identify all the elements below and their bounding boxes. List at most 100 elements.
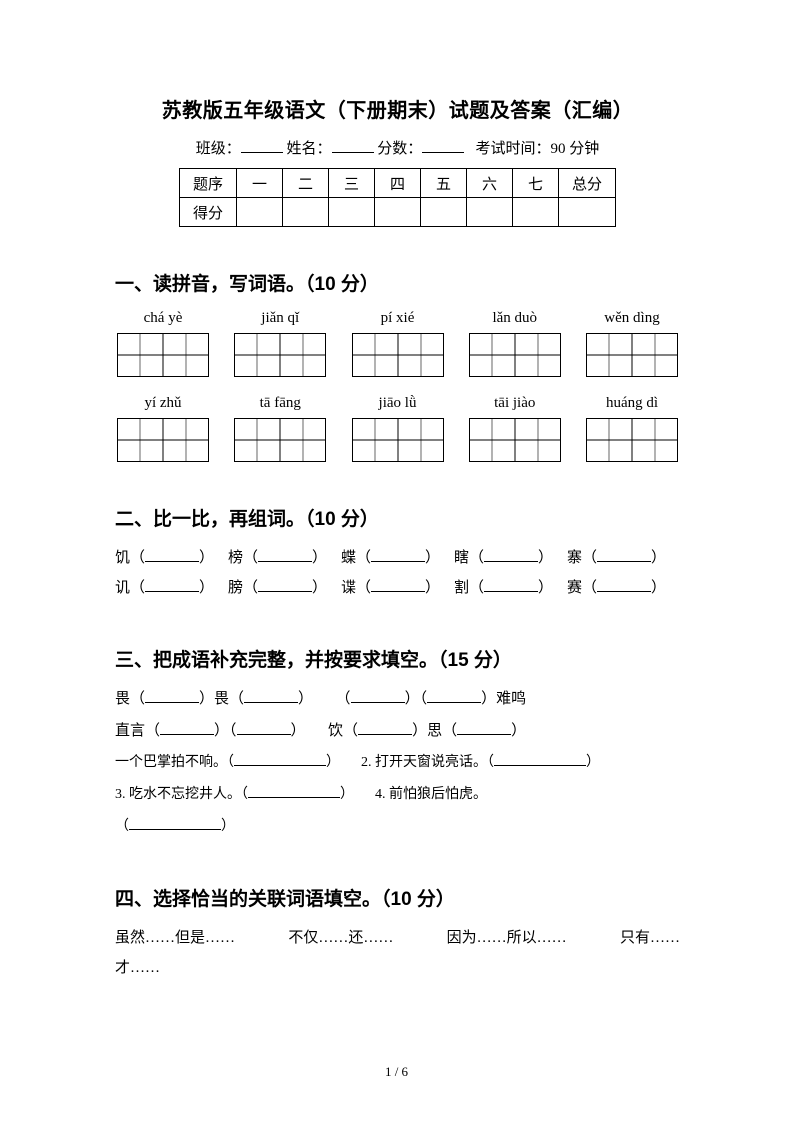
blank[interactable] — [234, 753, 326, 766]
pinyin-col: huáng dì — [584, 395, 680, 462]
col-2: 二 — [283, 169, 329, 198]
score-cell[interactable] — [283, 198, 329, 227]
char-box[interactable] — [352, 333, 444, 377]
word-row: 饥（）榜（）蝶（）瞎（）寨（） — [115, 543, 680, 573]
score-cell[interactable] — [329, 198, 375, 227]
text: ） — [340, 787, 354, 802]
blank[interactable] — [258, 549, 312, 562]
proverb-line-2: 3. 吃水不忘挖井人。（） 4. 前怕狼后怕虎。 — [115, 780, 680, 810]
blank[interactable] — [237, 722, 291, 735]
col-4: 四 — [375, 169, 421, 198]
info-line: 班级： 姓名： 分数： 考试时间：90 分钟 — [115, 137, 680, 158]
text: ） — [221, 819, 235, 834]
score-label: 分数： — [377, 141, 422, 157]
score-cell[interactable] — [375, 198, 421, 227]
page-footer: 1 / 6 — [0, 1064, 793, 1080]
pinyin-text: chá yè — [115, 310, 211, 327]
char-box[interactable] — [586, 418, 678, 462]
pinyin-text: tā fāng — [232, 395, 328, 412]
pinyin-col: tāi jiào — [467, 395, 563, 462]
blank[interactable] — [160, 722, 214, 735]
score-cell[interactable] — [467, 198, 513, 227]
score-cell[interactable] — [421, 198, 467, 227]
blank[interactable] — [484, 549, 538, 562]
char-box[interactable] — [234, 418, 326, 462]
text: （ — [115, 819, 129, 834]
idiom-line-1: 畏（）畏（） （）（）难鸣 — [115, 684, 680, 714]
text: ） — [586, 755, 600, 770]
char-box[interactable] — [469, 333, 561, 377]
word-cell: 蝶（） — [341, 543, 454, 573]
text: 一个巴掌拍不响。（ — [115, 755, 234, 770]
section-2-title: 二、比一比，再组词。（10 分） — [115, 504, 680, 531]
text: ） — [326, 755, 340, 770]
name-blank[interactable] — [332, 138, 374, 153]
blank[interactable] — [597, 579, 651, 592]
idiom-line-2: 直言（）（） 饮（）思（） — [115, 716, 680, 746]
blank[interactable] — [351, 690, 405, 703]
score-blank[interactable] — [422, 138, 464, 153]
text: 直言（ — [115, 723, 160, 739]
blank[interactable] — [427, 690, 481, 703]
word-cell: 割（） — [454, 573, 567, 603]
class-blank[interactable] — [241, 138, 283, 153]
pinyin-text: wěn dìng — [584, 310, 680, 327]
text: ） — [298, 691, 313, 707]
blank[interactable] — [597, 549, 651, 562]
pinyin-row: yí zhǔ tā fāng jiāo lǜ tāi jiào huáng dì — [115, 395, 680, 462]
conj-3: 因为……所以…… — [447, 923, 567, 953]
char-box[interactable] — [586, 333, 678, 377]
conj-4: 只有…… — [620, 923, 680, 953]
pinyin-col: tā fāng — [232, 395, 328, 462]
blank[interactable] — [145, 579, 199, 592]
char-box[interactable] — [117, 333, 209, 377]
blank[interactable] — [371, 579, 425, 592]
blank[interactable] — [145, 549, 199, 562]
score-row-label: 得分 — [180, 198, 237, 227]
pinyin-col: pí xié — [350, 310, 446, 377]
pinyin-col: jiǎn qǐ — [232, 310, 328, 377]
char-box[interactable] — [117, 418, 209, 462]
score-cell[interactable] — [559, 198, 616, 227]
char-box[interactable] — [234, 333, 326, 377]
blank[interactable] — [244, 690, 298, 703]
pinyin-text: pí xié — [350, 310, 446, 327]
text: ）畏（ — [199, 691, 244, 707]
text: 2. 打开天窗说亮话。（ — [361, 755, 494, 770]
conj-5: 才…… — [115, 960, 160, 976]
char-box[interactable] — [469, 418, 561, 462]
col-6: 六 — [467, 169, 513, 198]
pinyin-col: lǎn duò — [467, 310, 563, 377]
class-label: 班级： — [196, 141, 241, 157]
text: ） — [291, 723, 306, 739]
blank[interactable] — [457, 722, 511, 735]
table-row: 题序 一 二 三 四 五 六 七 总分 — [180, 169, 616, 198]
pinyin-col: wěn dìng — [584, 310, 680, 377]
word-cell: 饥（） — [115, 543, 228, 573]
blank[interactable] — [358, 722, 412, 735]
text: 畏（ — [115, 691, 145, 707]
text: ）思（ — [412, 723, 457, 739]
blank[interactable] — [494, 753, 586, 766]
pinyin-text: jiāo lǜ — [350, 395, 446, 412]
proverb-line-1: 一个巴掌拍不响。（ ） 2. 打开天窗说亮话。（ ） — [115, 748, 680, 778]
blank[interactable] — [129, 817, 221, 830]
char-box[interactable] — [352, 418, 444, 462]
blank[interactable] — [484, 579, 538, 592]
proverb-line-3: （） — [115, 812, 680, 842]
pinyin-text: huáng dì — [584, 395, 680, 412]
pinyin-col: yí zhǔ — [115, 395, 211, 462]
blank[interactable] — [145, 690, 199, 703]
word-cell: 谍（） — [341, 573, 454, 603]
pinyin-text: lǎn duò — [467, 310, 563, 327]
blank[interactable] — [258, 579, 312, 592]
col-1: 一 — [237, 169, 283, 198]
word-cell: 寨（） — [567, 543, 680, 573]
score-cell[interactable] — [513, 198, 559, 227]
blank[interactable] — [248, 785, 340, 798]
blank[interactable] — [371, 549, 425, 562]
pinyin-col: chá yè — [115, 310, 211, 377]
score-cell[interactable] — [237, 198, 283, 227]
time-label: 考试时间：90 分钟 — [476, 141, 600, 157]
word-cell: 讥（） — [115, 573, 228, 603]
